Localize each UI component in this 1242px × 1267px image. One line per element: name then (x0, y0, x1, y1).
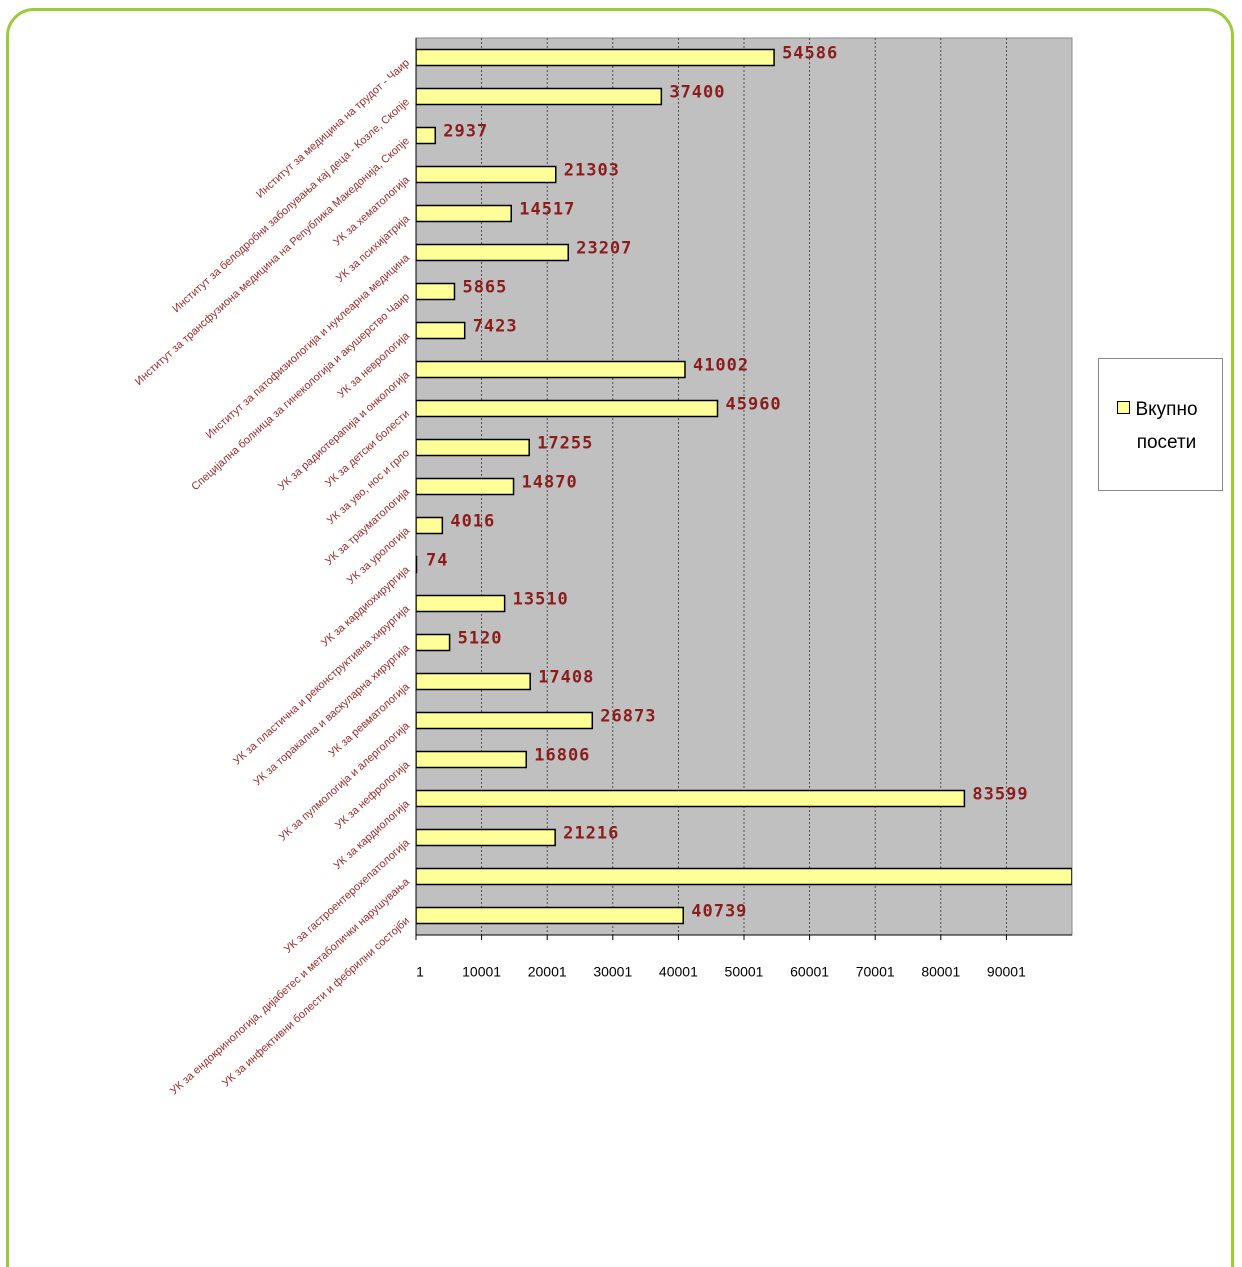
value-label: 17408 (538, 668, 594, 688)
value-label: 21216 (563, 824, 619, 844)
value-label: 5120 (458, 629, 503, 649)
y-tick-label: УК за хематологија (331, 173, 412, 248)
value-label: 37400 (669, 83, 725, 103)
legend-swatch (1117, 401, 1130, 414)
bar (416, 711, 594, 730)
value-label: 13510 (513, 590, 569, 610)
bar (416, 204, 512, 223)
value-label: 2937 (443, 122, 488, 142)
bar (416, 399, 719, 418)
y-tick-label: УК за психијатрија (334, 212, 413, 284)
y-tick-label: Институт за медицина на трудот - Чаир (254, 57, 412, 201)
bar (416, 165, 557, 184)
value-label: 21303 (564, 161, 620, 181)
x-tick-label: 70001 (856, 964, 895, 980)
bar (416, 321, 466, 340)
bar (416, 126, 437, 145)
bar (416, 282, 456, 301)
value-label: 54586 (782, 44, 838, 64)
x-tick-label: 60001 (790, 964, 829, 980)
value-label: 14870 (522, 473, 578, 493)
value-label: 16806 (534, 746, 590, 766)
bar (416, 594, 506, 613)
y-tick-label: УК за неврологија (335, 329, 412, 400)
bar (416, 48, 775, 67)
value-label: 17255 (537, 434, 593, 454)
bar (416, 750, 527, 769)
bars (416, 48, 1072, 925)
value-label: 26873 (600, 707, 656, 727)
y-tick-label: УК за нефрологија (333, 758, 412, 831)
value-label: 7423 (473, 317, 518, 337)
y-tick-label: УК за инфективни болести и фебрилни сост… (220, 915, 412, 1089)
value-label: 14517 (519, 200, 575, 220)
y-tick-label: УК за ревматологија (326, 680, 412, 759)
value-label: 4016 (450, 512, 495, 532)
bar (416, 672, 531, 691)
bar (416, 906, 684, 925)
x-tick-label: 20001 (528, 964, 567, 980)
bar (416, 438, 530, 457)
bar (416, 633, 451, 652)
frame (6, 8, 1234, 1267)
value-label: 23207 (576, 239, 632, 259)
y-tick-label: Институт за патофизиологија и нуклеарна … (204, 251, 413, 441)
x-tick-label: 50001 (725, 964, 764, 980)
bar (416, 789, 966, 808)
bar (416, 867, 1072, 886)
bar (416, 243, 569, 262)
y-tick-label: УК за детски болести (323, 408, 412, 490)
bar (416, 360, 686, 379)
bar (416, 87, 663, 106)
value-label: 5865 (462, 278, 507, 298)
y-tick-label: Институт за трансфузиона медицина на Реп… (133, 135, 412, 388)
bar (416, 516, 444, 535)
x-tick-label: 1 (416, 964, 424, 980)
x-tick-label: 80001 (921, 964, 960, 980)
x-tick-label: 90001 (987, 964, 1026, 980)
bar (416, 828, 556, 847)
y-tick-label: УК за кардиологија (331, 797, 412, 872)
x-tick-label: 10001 (462, 964, 501, 980)
value-label: 41002 (693, 356, 749, 376)
legend: Вкупно посети (1098, 358, 1223, 491)
y-tick-label: УК за уво, нос и грло (325, 447, 412, 527)
value-label: 45960 (725, 395, 781, 415)
legend-label: Вкупно посети (1135, 399, 1198, 453)
value-label: 40739 (691, 902, 747, 922)
y-tick-label: УК за ендокринологија, дијабетес и метаб… (168, 875, 413, 1097)
value-label: 74 (426, 551, 448, 571)
value-label: 83599 (972, 785, 1028, 805)
x-tick-label: 30001 (593, 964, 632, 980)
x-tick-label: 40001 (659, 964, 698, 980)
y-tick-label: УК за торакална и васкуларна хирургија (251, 641, 412, 788)
y-tick-label: УК за трауматологија (323, 485, 413, 567)
bar (416, 477, 515, 496)
